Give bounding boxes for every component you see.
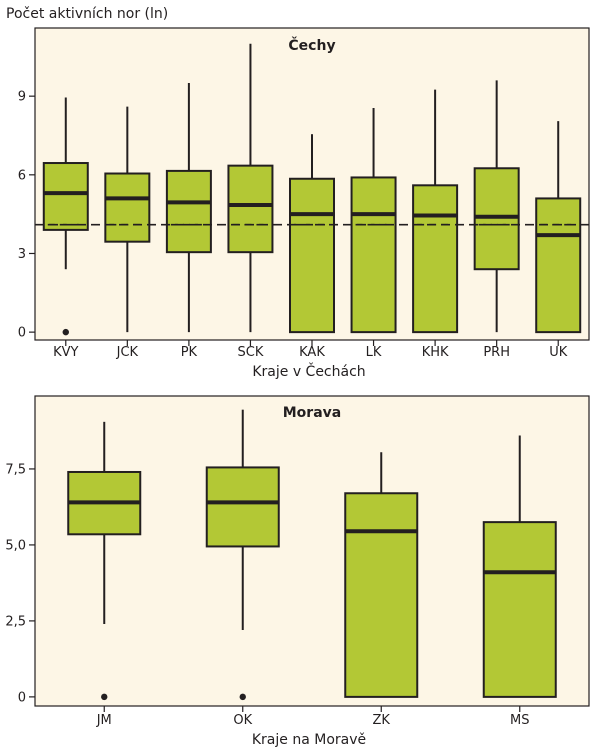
box-pk [165,169,212,254]
box-jck [104,172,151,243]
panel-cechy: Čechy 0 3 6 9 KVY JCK PK SCK KAK LK KHK PRH UK [18,27,590,360]
box-kvy [42,162,89,231]
x-axis-title-morava: Kraje na Moravě [252,732,366,748]
x-tick-label-kvy: KVY [53,345,78,360]
x-tick-label-ok: OK [233,713,252,728]
y-axis-title: Počet aktivních nor (ln) [6,6,168,22]
y-tick-label: 3 [18,247,26,262]
x-tick-label-zk: ZK [373,713,391,728]
x-tick-label-ms: MS [510,713,529,728]
y-tick-label: 0 [18,690,26,705]
panel-morava: Morava 0 2,5 5,0 7,5 JM OK ZK MS [5,395,590,728]
y-tick-label: 5,0 [5,538,26,553]
box-ms [482,521,557,698]
y-tick-label: 2,5 [5,614,26,629]
x-axis-title-cechy: Kraje v Čechách [252,362,365,380]
x-tick-label-lk: LK [366,345,382,360]
outlier-kvy [62,328,69,336]
x-tick-label-prh: PRH [483,345,510,360]
box-lk [350,176,397,334]
x-tick-label-pk: PK [181,345,198,360]
outlier-ok [239,693,246,701]
y-tick-label: 0 [18,326,26,341]
x-tick-label-jm: JM [96,713,112,728]
box-uk [535,197,582,334]
box-kak [289,177,335,334]
x-tick-label-sck: SCK [238,345,264,360]
box-ok [205,466,280,548]
panel-title-morava: Morava [283,405,341,421]
x-tick-label-kak: KAK [299,345,325,360]
panel-title-cechy: Čechy [288,36,335,54]
x-tick-label-jck: JCK [116,345,139,360]
y-tick-label: 6 [18,168,26,183]
x-tick-label-uk: UK [549,345,568,360]
x-tick-label-khk: KHK [422,345,449,360]
y-tick-label: 7,5 [5,462,26,477]
box-sck [227,164,274,254]
y-tick-label: 9 [18,90,26,105]
box-zk [344,492,419,698]
box-khk [412,184,459,334]
outlier-jm [101,693,108,701]
